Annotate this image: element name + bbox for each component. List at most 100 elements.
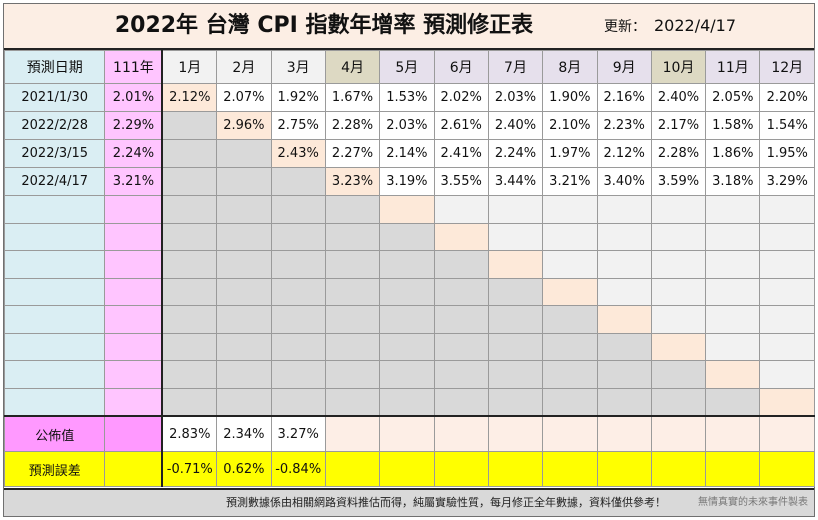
month-cell — [596, 387, 652, 417]
column-header: 11月 — [705, 50, 761, 84]
table-row: 2021/1/30 2.01% 2.12% 2.07% 1.92% 1.67% 1.53% 2… — [3, 83, 815, 112]
row-date: 2022/4/17 — [3, 167, 106, 196]
column-header: 5月 — [379, 50, 435, 84]
month-cell — [216, 360, 272, 389]
month-cell: 3.29% — [759, 167, 815, 196]
error-value — [487, 451, 544, 487]
month-cell — [650, 332, 707, 361]
month-cell — [433, 195, 489, 224]
column-header: 3月 — [270, 50, 326, 84]
month-cell — [161, 305, 218, 334]
month-cell — [759, 195, 815, 224]
sheet-title: 2022年 台灣 CPI 指數年增率 預測修正表 — [114, 13, 534, 38]
month-cell: 3.59% — [650, 167, 707, 196]
month-cell: 2.23% — [596, 111, 652, 140]
error-value — [596, 451, 652, 487]
row-date — [3, 332, 106, 361]
month-cell — [433, 360, 489, 389]
row-date — [3, 387, 106, 417]
month-cell: 2.07% — [216, 83, 272, 112]
month-cell — [270, 387, 326, 417]
header-row: 預測日期 111年 1月 2月 3月 4月 5月 6月 7月 8月 9月 10月 11月 12月 — [3, 50, 815, 84]
error-value — [433, 451, 489, 487]
published-value — [379, 415, 435, 452]
month-cell — [596, 305, 652, 334]
credit-text: 無情真實的未來事件製表 — [698, 497, 808, 508]
row-year-value — [104, 195, 164, 224]
month-cell: 2.12% — [161, 83, 218, 112]
month-cell — [324, 387, 381, 417]
month-cell — [759, 387, 815, 417]
month-cell — [596, 250, 652, 279]
month-cell: 2.40% — [650, 83, 707, 112]
month-cell — [542, 387, 598, 417]
empty-row — [3, 360, 815, 389]
table-row: 2022/2/28 2.29% 2.96% 2.75% 2.28% 2.03% 2.61% 2… — [3, 111, 815, 140]
month-cell: 2.96% — [216, 111, 272, 140]
empty-row — [3, 277, 815, 306]
month-cell — [759, 222, 815, 251]
month-cell: 1.97% — [542, 139, 598, 168]
published-value: 2.34% — [216, 415, 272, 452]
month-cell: 3.18% — [705, 167, 761, 196]
month-cell: 2.20% — [759, 83, 815, 112]
row-date — [3, 222, 106, 251]
empty-row — [3, 195, 815, 224]
month-cell — [324, 250, 381, 279]
month-cell — [161, 195, 218, 224]
month-cell: 1.53% — [379, 83, 435, 112]
month-cell — [379, 305, 435, 334]
month-cell — [270, 305, 326, 334]
month-cell — [705, 222, 761, 251]
published-value — [650, 415, 707, 452]
month-cell — [161, 387, 218, 417]
row-date: 2022/3/15 — [3, 139, 106, 168]
error-value — [324, 451, 381, 487]
published-value — [542, 415, 598, 452]
published-value: 2.83% — [161, 415, 218, 452]
month-cell: 2.17% — [650, 111, 707, 140]
month-cell: 2.10% — [542, 111, 598, 140]
column-header: 4月 — [324, 50, 381, 84]
month-cell: 3.44% — [487, 167, 544, 196]
month-cell — [596, 332, 652, 361]
month-cell — [216, 305, 272, 334]
column-header: 9月 — [596, 50, 652, 84]
month-cell — [270, 222, 326, 251]
month-cell — [216, 139, 272, 168]
month-cell — [379, 250, 435, 279]
month-cell: 2.24% — [487, 139, 544, 168]
month-cell: 3.55% — [433, 167, 489, 196]
month-cell — [161, 277, 218, 306]
month-cell: 3.23% — [324, 167, 381, 196]
row-date: 2022/2/28 — [3, 111, 106, 140]
month-cell — [705, 360, 761, 389]
month-cell — [270, 195, 326, 224]
row-date: 2021/1/30 — [3, 83, 106, 112]
month-cell: 1.86% — [705, 139, 761, 168]
empty-row — [3, 222, 815, 251]
month-cell: 1.67% — [324, 83, 381, 112]
updated-info: 更新： 2022/4/17 — [604, 4, 736, 48]
month-cell — [542, 277, 598, 306]
column-header: 12月 — [759, 50, 815, 84]
month-cell: 2.27% — [324, 139, 381, 168]
month-cell: 1.90% — [542, 83, 598, 112]
row-year-value: 3.21% — [104, 167, 164, 196]
row-year-value: 2.29% — [104, 111, 164, 140]
row-date — [3, 250, 106, 279]
month-cell — [705, 305, 761, 334]
month-cell: 2.40% — [487, 111, 544, 140]
month-cell — [161, 167, 218, 196]
row-year-value — [104, 305, 164, 334]
cpi-forecast-table: 預測日期 111年 1月 2月 3月 4月 5月 6月 7月 8月 9月 10月 11月 12月 2021/… — [3, 50, 815, 487]
published-value — [487, 415, 544, 452]
column-header: 1月 — [161, 50, 218, 84]
month-cell — [324, 332, 381, 361]
row-year-value — [104, 250, 164, 279]
month-cell — [324, 360, 381, 389]
month-cell — [161, 139, 218, 168]
month-cell: 1.92% — [270, 83, 326, 112]
published-value — [705, 415, 761, 452]
month-cell — [270, 332, 326, 361]
